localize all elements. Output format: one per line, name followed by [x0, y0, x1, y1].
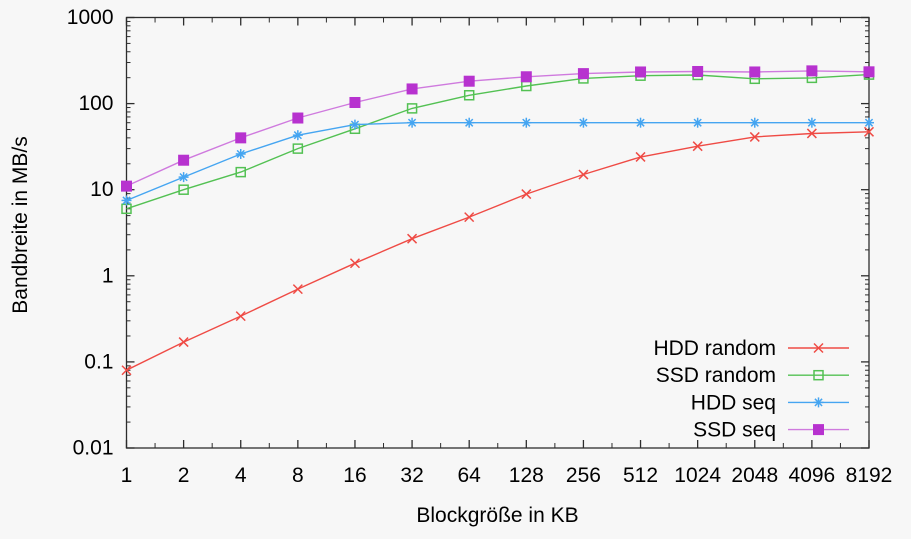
x-axis-tick-label: 512 [623, 464, 658, 487]
x-axis-tick-label: 8192 [846, 464, 893, 487]
x-axis-tick-label: 1024 [674, 464, 721, 487]
y-axis-tick-label: 0.1 [84, 350, 113, 373]
x-axis-tick-label: 64 [458, 464, 482, 487]
y-axis-tick-label: 10 [90, 178, 113, 201]
axes [125, 16, 870, 449]
y-axis-tick-label: 1000 [67, 6, 114, 29]
legend: HDD random SSD random HDD seq SSD seq [653, 337, 849, 442]
series-hdd-random [121, 126, 875, 376]
y-axis-tick-label: 1 [102, 264, 114, 287]
x-axis-tick-label: 16 [343, 464, 366, 487]
y-axis-title: Bandbreite in MB/s [9, 136, 32, 314]
x-axis-tick-label: 4096 [789, 464, 836, 487]
x-axis-tick-label: 4 [235, 464, 247, 487]
x-axis-tick-label: 2 [178, 464, 190, 487]
legend-label: SSD seq [693, 419, 776, 442]
legend-label: HDD random [653, 337, 776, 360]
x-axis-title: Blockgröße in KB [416, 504, 579, 527]
series-hdd-seq [121, 117, 874, 206]
legend-item-ssd-seq: SSD seq [693, 419, 849, 442]
x-axis-tick-label: 32 [400, 464, 423, 487]
x-axis-tick-label: 2048 [731, 464, 778, 487]
series-ssd-seq [121, 65, 875, 192]
y-axis-tick-label: 100 [78, 92, 113, 115]
legend-label: SSD random [656, 364, 776, 387]
legend-item-hdd-random: HDD random [653, 337, 849, 360]
tick-labels: 0.01 0.1 1 10 100 1000 1 2 4 8 16 32 64 128 256 512 1024… [67, 6, 893, 487]
series-ssd-random [121, 69, 875, 215]
y-axis-tick-label: 0.01 [73, 437, 114, 460]
x-axis-tick-label: 8 [292, 464, 304, 487]
legend-item-hdd-seq: HDD seq [691, 391, 849, 414]
x-axis-tick-label: 256 [566, 464, 601, 487]
legend-label: HDD seq [691, 391, 776, 414]
legend-item-ssd-random: SSD random [656, 364, 849, 387]
x-axis-tick-label: 1 [121, 464, 133, 487]
x-axis-tick-label: 128 [509, 464, 544, 487]
